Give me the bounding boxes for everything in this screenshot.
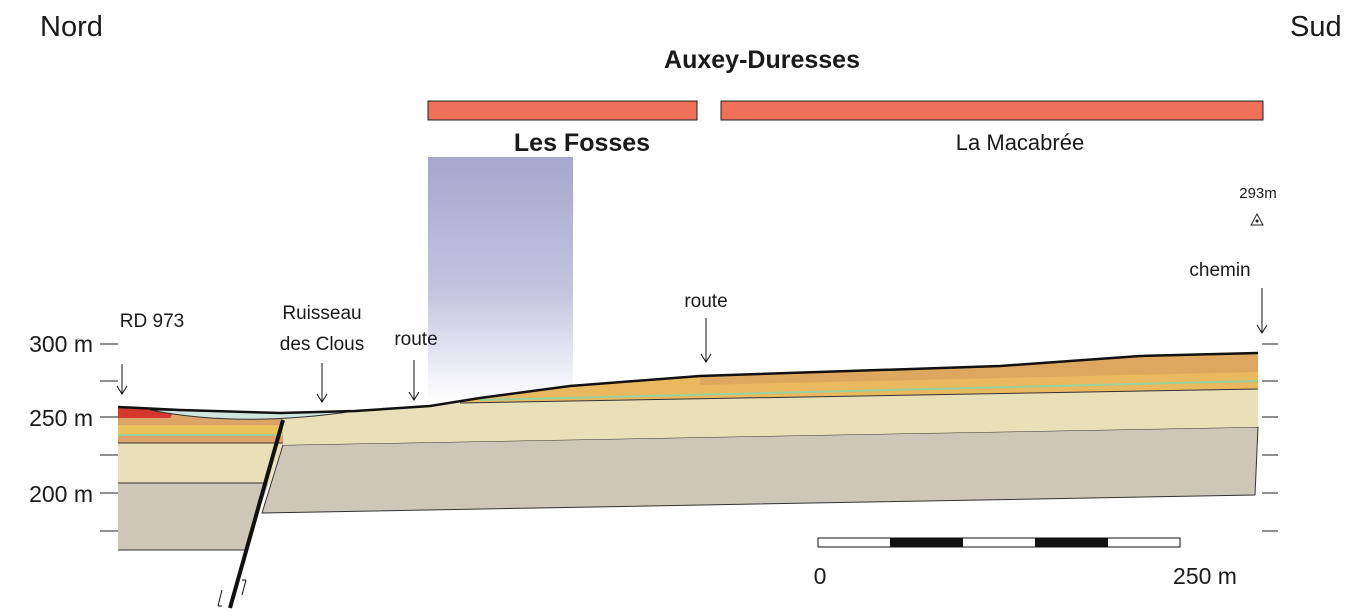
scale-label: 250 m [1173, 563, 1237, 589]
summit-marker [1250, 212, 1264, 226]
axis-ticks [100, 343, 1278, 532]
parcel-bar [427, 100, 698, 121]
landmark-label: RD 973 [120, 311, 184, 332]
south-label: Sud [1290, 11, 1342, 43]
layer [283, 389, 1258, 445]
landmark-label: route [684, 291, 727, 312]
north-label: Nord [40, 11, 103, 43]
landmark-label: Ruisseau [282, 303, 361, 324]
elevation-label: 200 m [29, 481, 93, 507]
parcel-bar [720, 100, 1264, 121]
summit-label: 293m [1239, 185, 1277, 202]
landmark-label: route [394, 329, 437, 350]
layer [700, 353, 1258, 385]
elevation-label: 300 m [29, 331, 93, 357]
landmark-label: des Clous [280, 334, 365, 355]
parcel-label: La Macabrée [956, 130, 1084, 155]
landmark-arrows [116, 288, 1268, 403]
layer-line [459, 388, 1259, 404]
layer-line [479, 380, 1259, 401]
scale-label: 0 [814, 563, 827, 589]
scale-bar [817, 537, 1181, 548]
parcel-label: Les Fosses [514, 129, 650, 157]
elevation-label: 250 m [29, 405, 93, 431]
landmark-label: chemin [1189, 260, 1250, 281]
fault [228, 419, 285, 609]
highlight-zone [428, 157, 573, 402]
ground-surface [117, 351, 1259, 415]
layer [118, 425, 283, 435]
title: Auxey-Duresses [664, 46, 860, 74]
layer [118, 443, 283, 483]
fault-arrows [217, 579, 247, 607]
